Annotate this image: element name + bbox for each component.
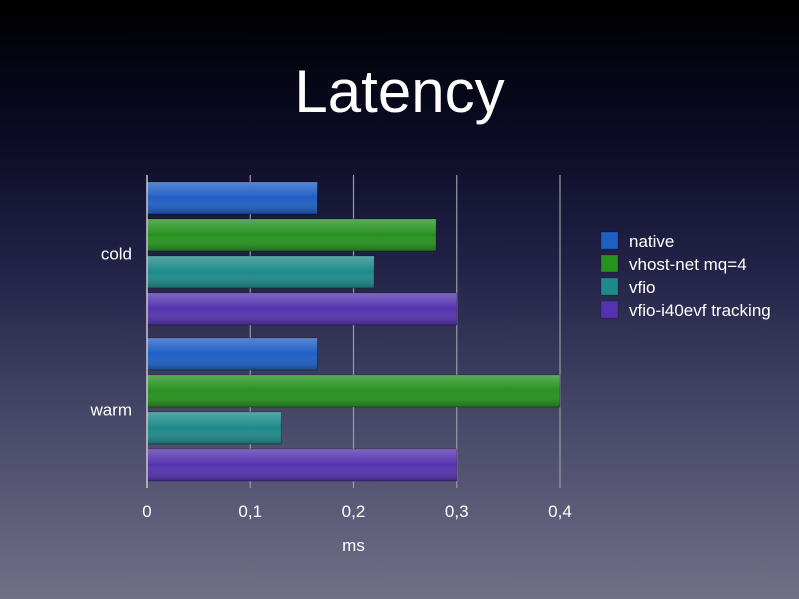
bar-shade	[147, 182, 318, 214]
legend-label: vfio-i40evf tracking	[629, 301, 771, 320]
chart-title: Latency	[294, 58, 505, 125]
x-tick-label: 0,2	[342, 502, 366, 521]
bar-warm-0	[146, 337, 318, 371]
legend: native vhost-net mq=4 vfio vfio-i40evf trac…	[600, 231, 771, 320]
x-tick-label: 0,3	[445, 502, 469, 521]
category-label-cold: cold	[101, 245, 132, 264]
legend-item-0: native	[600, 231, 674, 251]
bar-shade	[147, 256, 375, 288]
legend-swatch	[600, 277, 619, 296]
bar-shade	[147, 219, 437, 251]
axes: 0 0,1 0,2 0,3 0,4 cold warm ms	[89, 175, 572, 555]
x-tick-label: 0,4	[548, 502, 572, 521]
legend-swatch	[600, 300, 619, 319]
legend-label: native	[629, 232, 674, 251]
bar-shade	[147, 375, 560, 407]
bar-warm-3	[146, 448, 458, 482]
bar-warm-1	[146, 374, 561, 408]
bar-cold-0	[146, 181, 318, 215]
bar-warm-2	[146, 411, 282, 445]
x-tick-label: 0,1	[238, 502, 262, 521]
legend-item-2: vfio	[600, 277, 655, 297]
bar-cold-1	[146, 218, 437, 252]
legend-swatch	[600, 254, 619, 273]
x-axis-label: ms	[342, 536, 365, 555]
bar-cold-2	[146, 255, 375, 289]
legend-item-3: vfio-i40evf tracking	[600, 300, 771, 320]
legend-label: vfio	[629, 278, 655, 297]
x-tick-label: 0	[142, 502, 151, 521]
legend-swatch	[600, 231, 619, 250]
bar-shade	[147, 412, 282, 444]
bars	[146, 181, 561, 482]
legend-label: vhost-net mq=4	[629, 255, 747, 274]
bar-shade	[147, 293, 457, 325]
bar-shade	[147, 338, 318, 370]
bar-cold-3	[146, 292, 458, 326]
bar-shade	[147, 449, 457, 481]
legend-item-1: vhost-net mq=4	[600, 254, 747, 274]
category-label-warm: warm	[89, 401, 132, 420]
